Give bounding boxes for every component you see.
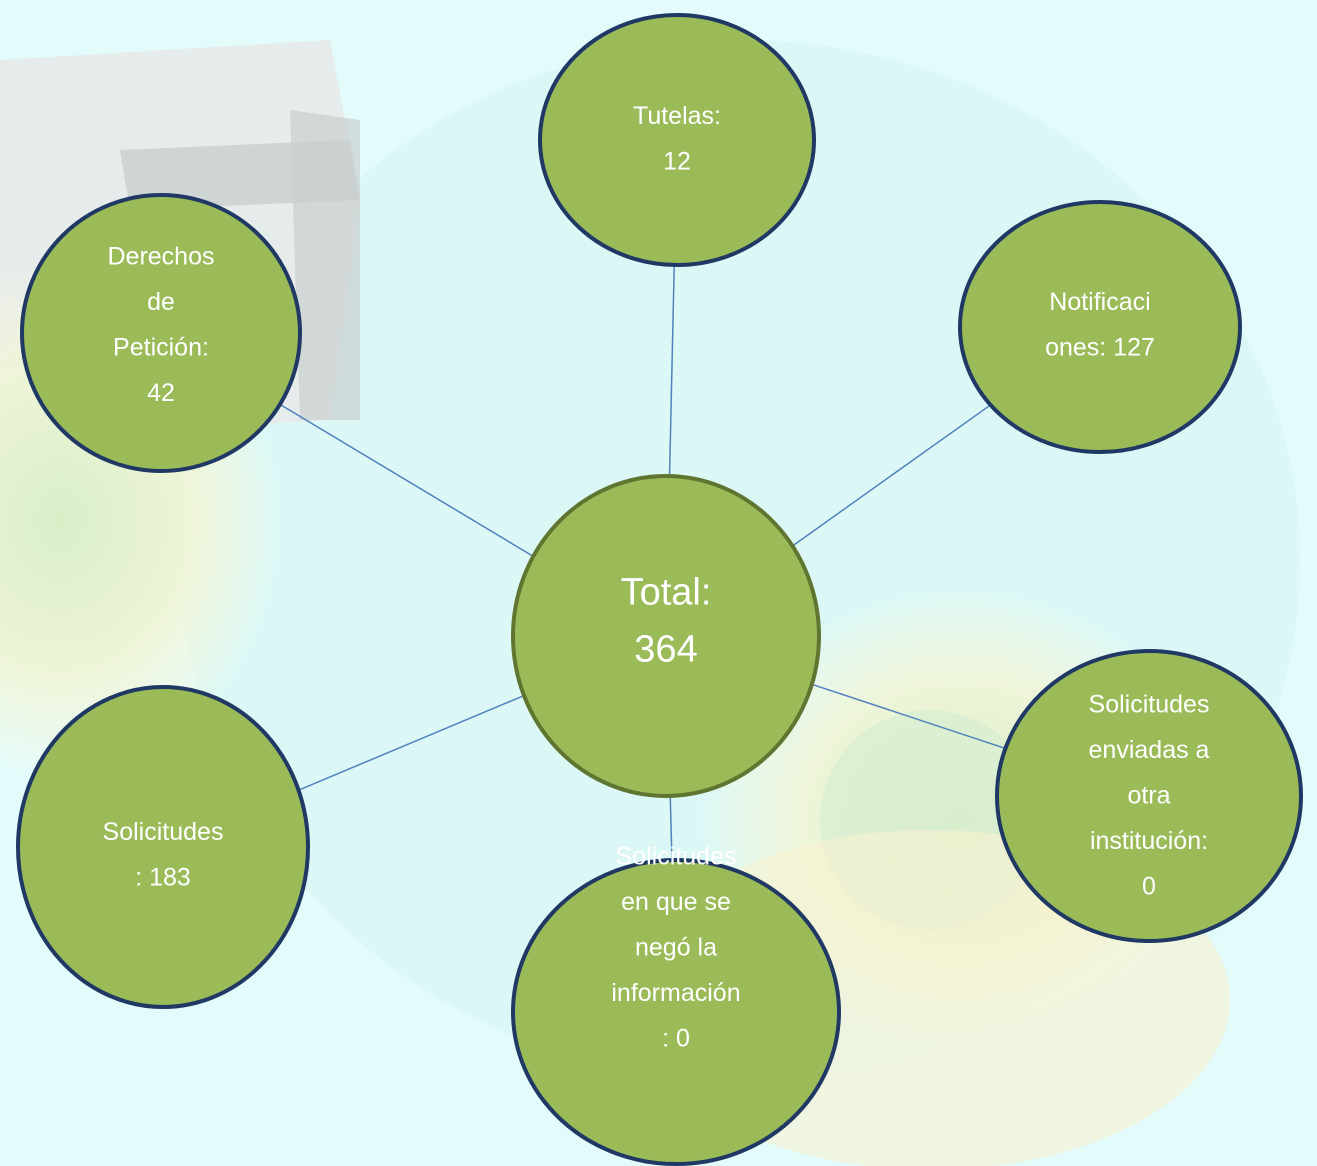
node-label-line: 0	[1142, 873, 1156, 901]
center-node: Total: 364	[513, 476, 819, 796]
node: Solicitudes : 183	[18, 687, 308, 1007]
node-label-line: de	[147, 288, 175, 316]
node-label-line: 42	[147, 379, 175, 407]
node-label-line: negó la	[635, 934, 717, 962]
node-circle	[540, 15, 814, 265]
node: Notificaci ones: 127	[960, 202, 1240, 452]
diagram: Tutelas: 12 Notificaci ones: 127 Solicitudes…	[0, 0, 1317, 1166]
node-label-line: 364	[634, 629, 697, 671]
node: Derechos de Petición: 42	[22, 195, 300, 471]
node-circle	[18, 687, 308, 1007]
node: Solicitudes enviadas a otra institución: 0	[997, 651, 1301, 941]
node-circle	[960, 202, 1240, 452]
node: Tutelas: 12	[540, 15, 814, 265]
node-label-line: Petición:	[113, 333, 209, 361]
node-label-line: Notificaci	[1049, 288, 1150, 316]
node-label-line: : 0	[662, 1025, 690, 1053]
node-label-line: Tutelas:	[633, 102, 721, 130]
node-label-line: Solicitudes	[1089, 691, 1210, 719]
node-label-line: Solicitudes	[103, 818, 224, 846]
page: Tutelas: 12 Notificaci ones: 127 Solicitudes…	[0, 0, 1317, 1166]
node-label-line: institución:	[1090, 827, 1208, 855]
node-label-line: enviadas a	[1089, 736, 1210, 764]
node-label-line: otra	[1127, 782, 1170, 810]
node-label-line: : 183	[135, 863, 191, 891]
node-label-line: Total:	[621, 572, 712, 614]
node-label-line: ones: 127	[1045, 333, 1155, 361]
node-label-line: 12	[663, 147, 691, 175]
node-label-line: en que se	[621, 888, 731, 916]
node-label-line: Derechos	[108, 242, 215, 270]
node-label-line: Solicitudes	[616, 843, 737, 871]
node-label-line: información	[611, 979, 740, 1007]
